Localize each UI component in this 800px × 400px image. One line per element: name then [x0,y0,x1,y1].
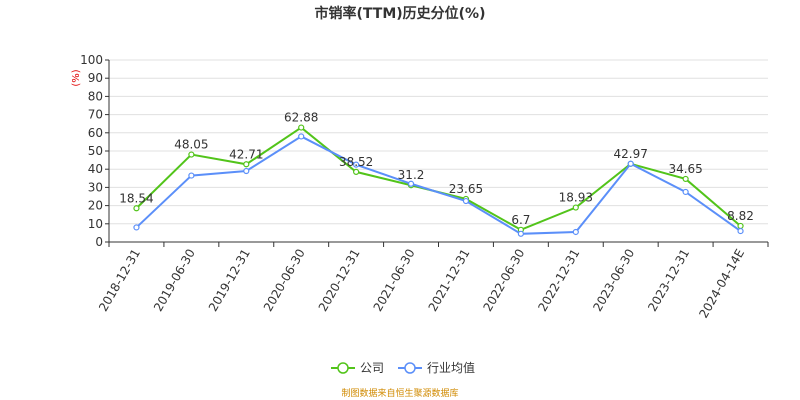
chart-title: 市销率(TTM)历史分位(%) [315,5,486,22]
data-point [407,180,415,187]
data-point [572,228,579,236]
data-point [572,204,579,211]
data-label: 18.93 [559,191,593,205]
y-tick-labels: 0 10 20 30 40 50 60 70 80 90 100 [80,53,103,249]
data-point [133,224,140,231]
y-tick-label: 60 [88,126,103,140]
x-tick-label: 2024-04-14E [696,247,747,321]
y-tick-label: 90 [88,71,103,85]
data-point [737,222,744,230]
x-tick-labels: 2018-12-31 2019-06-30 2019-12-31 2020-06-30… [96,247,747,321]
y-axis-unit: (%) [71,69,82,86]
data-label: 62.88 [284,111,318,125]
data-point [188,172,195,179]
x-tick-label: 2023-06-30 [590,247,637,314]
y-tick-label: 0 [95,235,103,249]
data-point [627,160,634,167]
legend[interactable]: 公司 行业均值 [331,360,475,375]
data-point [353,168,360,175]
data-label: 31.2 [398,168,425,182]
data-point [737,227,744,235]
x-tick-label: 2022-06-30 [480,247,527,314]
legend-marker [337,362,349,374]
x-tick-label: 2019-12-31 [206,247,253,314]
data-point [682,188,689,196]
data-label: 18.54 [119,191,153,205]
data-point [353,161,360,168]
y-tick-label: 30 [88,180,103,194]
series-line [135,135,742,235]
legend-marker [404,362,416,374]
y-tick-label: 40 [88,162,103,176]
y-tick-label: 10 [88,217,103,231]
y-tick-label: 100 [80,53,103,67]
data-label: 38.52 [339,155,373,169]
x-tick-label: 2023-12-31 [645,247,692,314]
series-layer [133,124,744,237]
data-point [517,230,524,237]
data-label: 34.65 [668,162,702,176]
y-tick-label: 80 [88,89,103,103]
legend-item[interactable]: 行业均值 [398,360,475,375]
data-point [188,151,195,158]
axes [105,59,769,247]
x-tick-label: 2021-06-30 [371,247,418,314]
data-label: 23.65 [449,182,483,196]
legend-item[interactable]: 公司 [331,361,384,375]
data-label: 6.7 [511,213,530,227]
legend-label: 公司 [360,361,384,375]
data-labels: 18.54 48.05 42.71 62.88 38.52 31.2 23.65 6.7 18.… [119,111,754,227]
data-label: 8.82 [727,209,754,223]
legend-label: 行业均值 [427,360,475,375]
x-tick-label: 2020-12-31 [316,247,363,314]
data-point [298,133,305,140]
data-label: 42.71 [229,147,263,161]
grid-lines [109,59,768,225]
data-source-note: 制图数据来自恒生聚源数据库 [341,387,458,399]
x-tick-label: 2019-06-30 [151,247,198,314]
data-label: 42.97 [614,147,648,161]
data-point [682,175,689,183]
data-label: 48.05 [174,138,208,152]
x-tick-label: 2021-12-31 [426,247,473,314]
data-point [243,167,250,175]
data-point [462,197,470,205]
x-tick-label: 2018-12-31 [96,247,143,314]
y-tick-label: 20 [88,199,103,213]
y-tick-label: 50 [88,144,103,158]
data-point [133,205,140,212]
series-line [135,126,742,231]
x-tick-label: 2020-06-30 [261,247,308,314]
data-point [298,124,305,131]
x-tick-label: 2022-12-31 [535,247,582,314]
y-tick-label: 70 [88,108,103,122]
data-point [243,161,250,168]
